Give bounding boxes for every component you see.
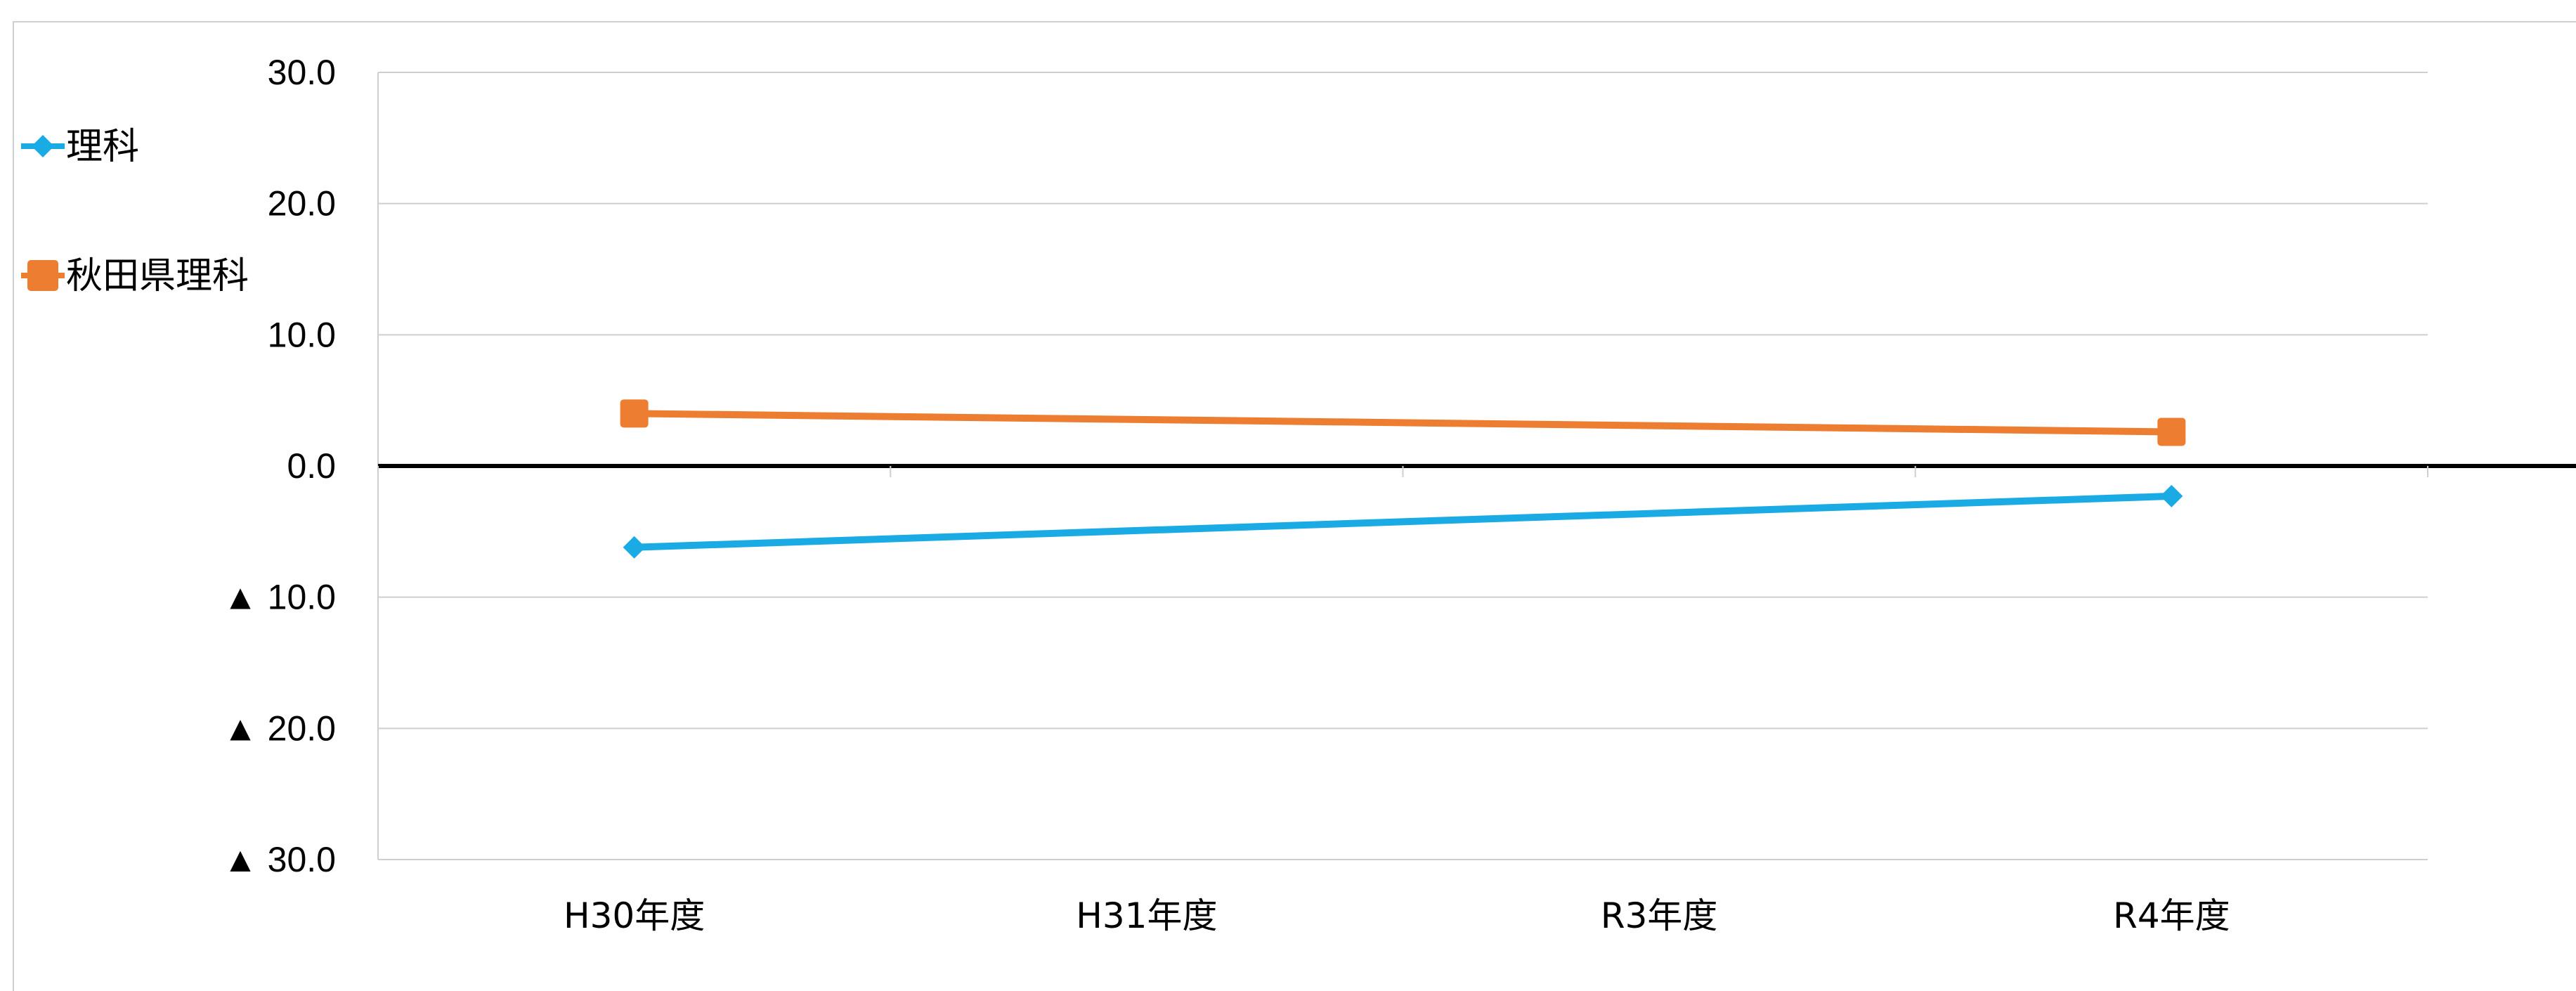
- x-tick-label: R3年度: [1601, 895, 1718, 936]
- y-tick-label: ▲ 20.0: [223, 708, 336, 748]
- legend-diamond-marker: [32, 135, 54, 157]
- x-tick-label: H30年度: [564, 895, 705, 936]
- y-tick-label: 30.0: [268, 53, 336, 92]
- legend-item-1: 理科: [21, 126, 139, 168]
- legend-item-2: 秋田県理科: [21, 255, 249, 297]
- legend-label: 理科: [66, 126, 139, 168]
- y-tick-label: ▲ 10.0: [223, 578, 336, 617]
- y-tick-label: 10.0: [268, 315, 336, 354]
- y-tick-label: 0.0: [287, 446, 336, 486]
- legend-label: 秋田県理科: [66, 255, 249, 297]
- y-tick-label: 20.0: [268, 184, 336, 224]
- series-line-1: [634, 492, 2172, 551]
- x-tick-label: H31年度: [1076, 895, 1217, 936]
- legend-square-marker: [27, 260, 58, 291]
- data-point-square: [620, 399, 649, 428]
- x-tick-label: R4年度: [2113, 895, 2230, 936]
- data-point-square: [2157, 417, 2186, 446]
- series-line-2: [634, 410, 2172, 436]
- data-point-diamond: [623, 536, 646, 559]
- chart-frame: [13, 21, 2576, 991]
- data-point-diamond: [2160, 484, 2183, 507]
- y-tick-label: ▲ 30.0: [223, 840, 336, 879]
